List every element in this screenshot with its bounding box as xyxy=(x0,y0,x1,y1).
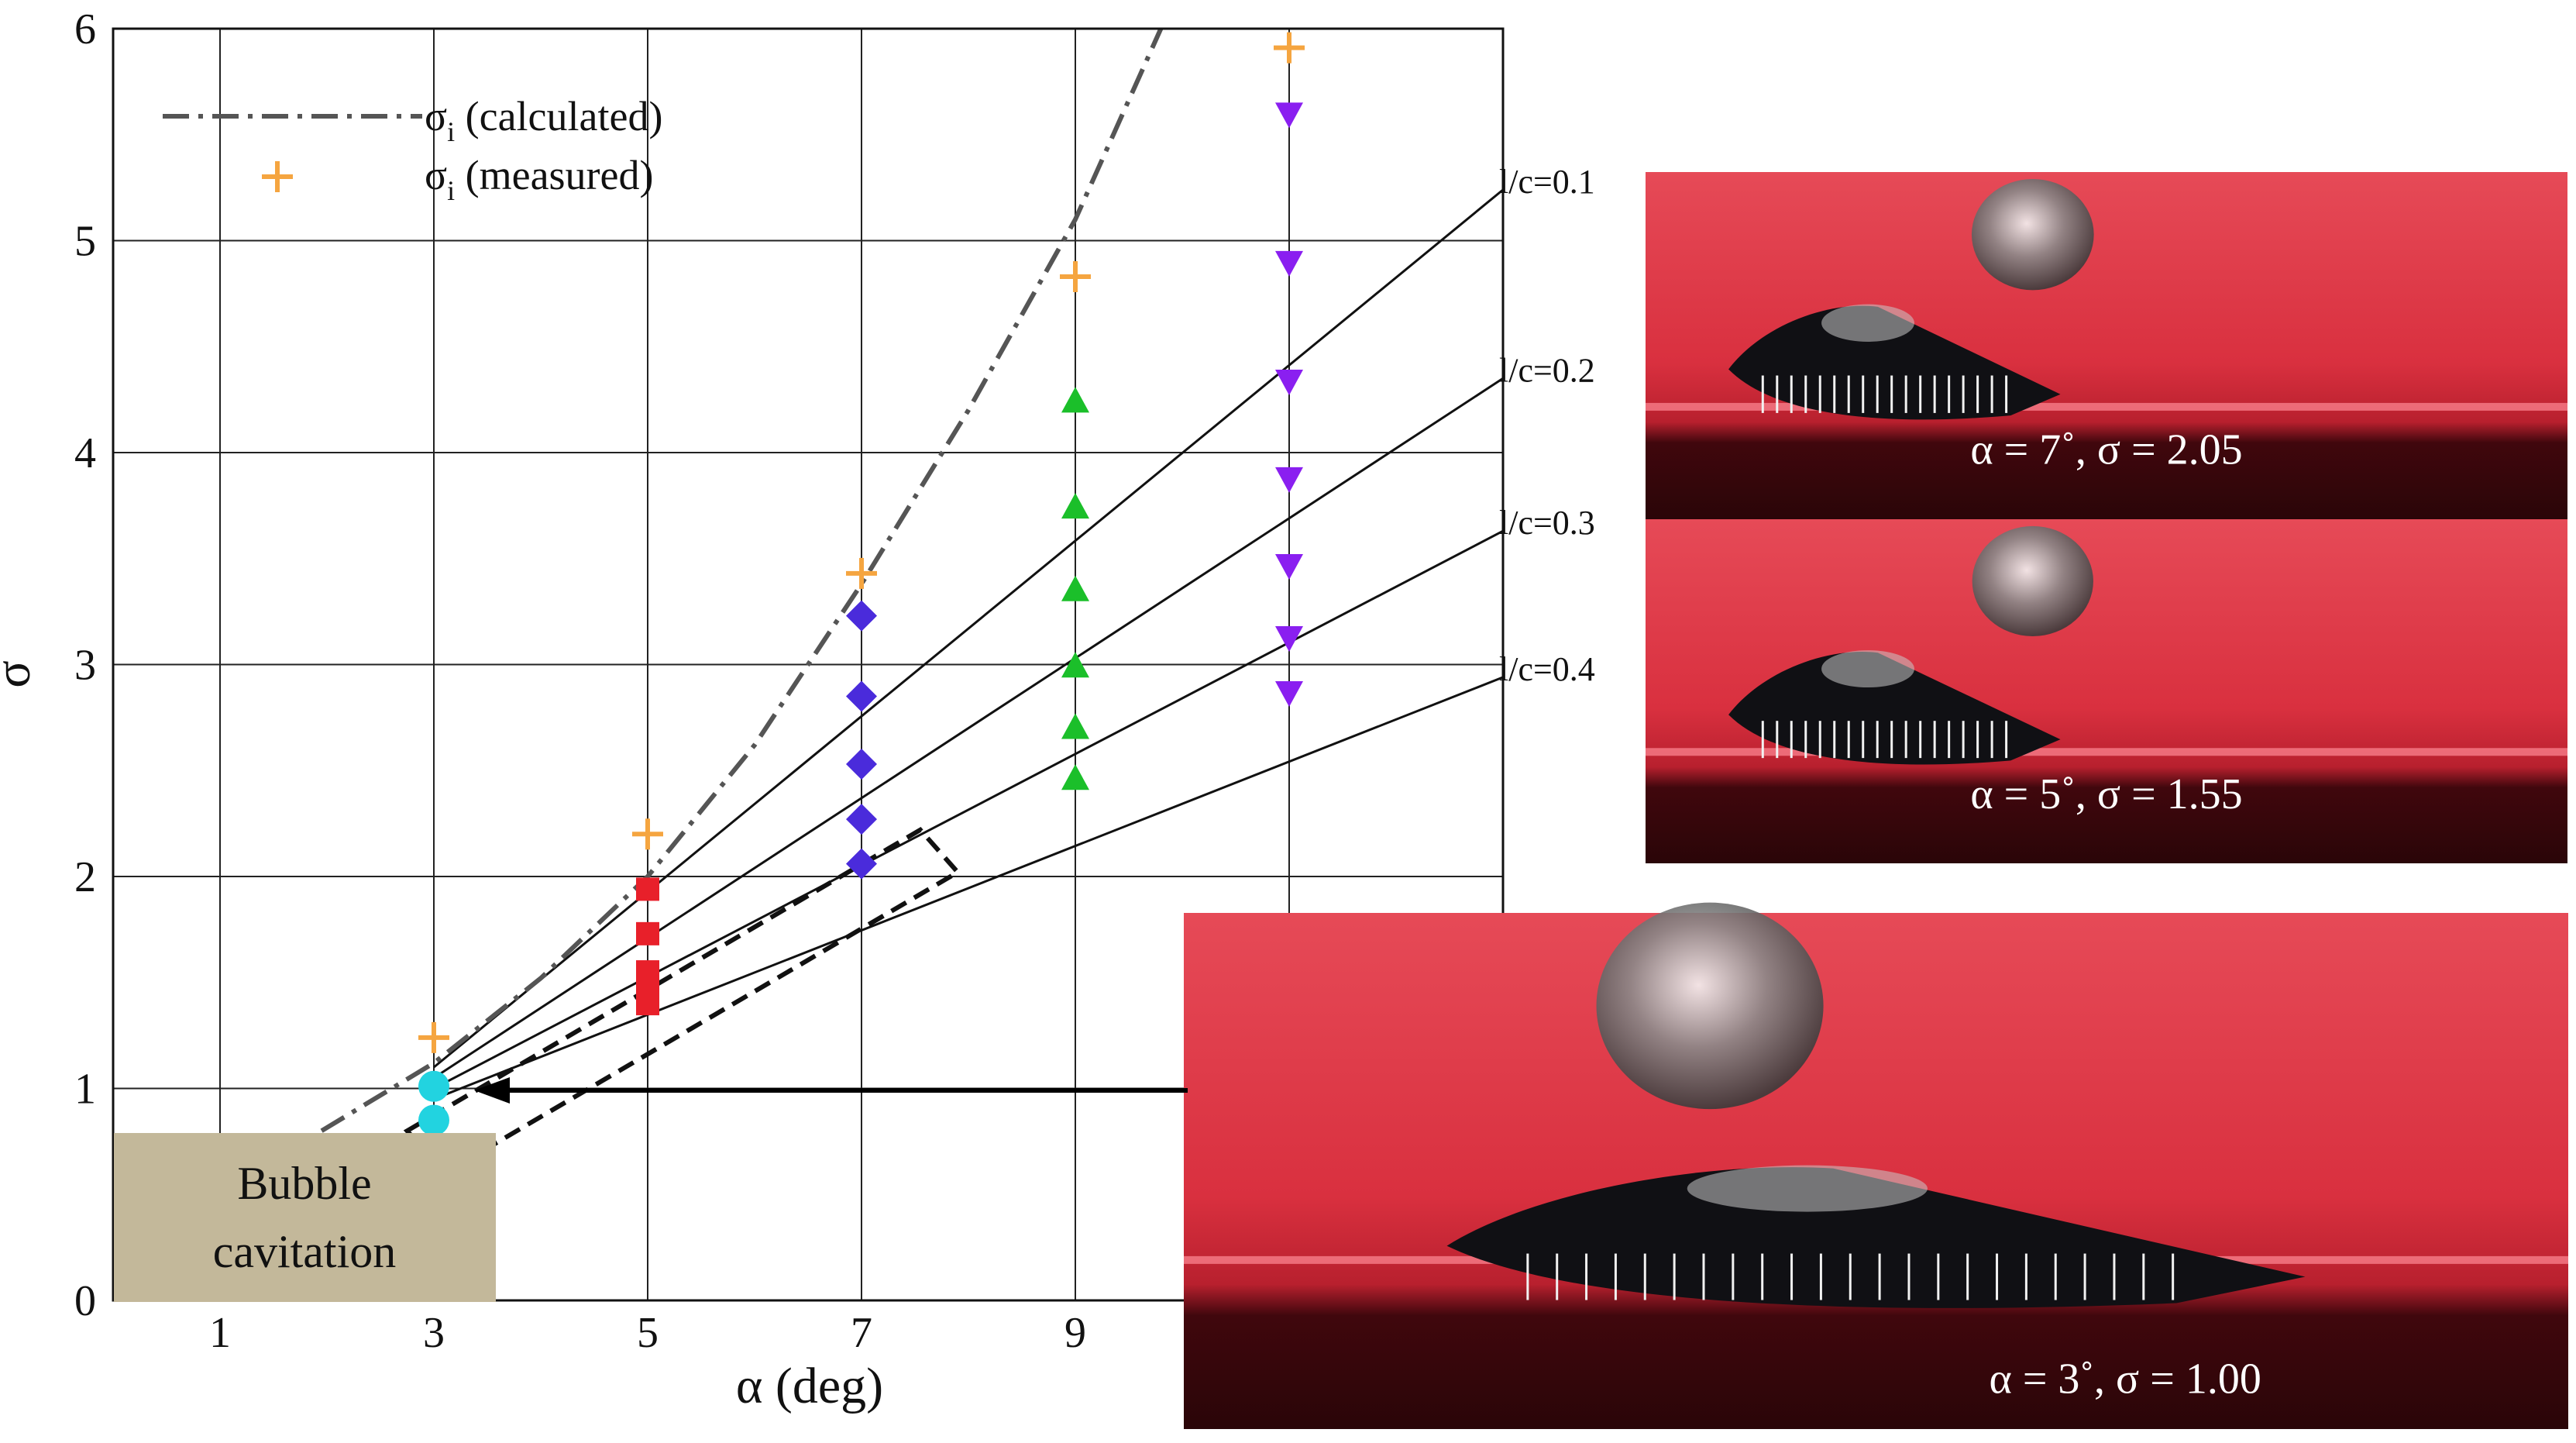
cavitation-cloud xyxy=(1687,1165,1928,1212)
data-point-triangle-down xyxy=(1275,553,1303,580)
y-tick-label: 1 xyxy=(74,1066,96,1114)
photo-panels: α = 7˚, σ = 2.05 α = 5˚, σ = 1.55 α = 3˚, … xyxy=(1184,172,2568,1429)
data-markers xyxy=(418,32,1305,1136)
photo-caption: α = 5˚, σ = 1.55 xyxy=(1970,770,2242,818)
photo-caption: α = 3˚, σ = 1.00 xyxy=(1989,1355,2261,1403)
reference-line-label: l/c=0.3 xyxy=(1499,504,1595,542)
x-tick-label: 3 xyxy=(423,1309,445,1357)
photo-panel: α = 3˚, σ = 1.00 xyxy=(1184,902,2568,1429)
calculated-curve xyxy=(320,27,1164,1133)
measured-point xyxy=(1060,260,1091,292)
data-point-diamond xyxy=(846,680,877,712)
data-point-square xyxy=(636,877,659,901)
data-point-square xyxy=(636,992,659,1016)
measured-point xyxy=(632,818,663,850)
photo-caption: α = 7˚, σ = 2.05 xyxy=(1970,425,2242,474)
data-point-triangle-up xyxy=(1061,387,1089,413)
x-tick-label: 7 xyxy=(851,1309,872,1357)
data-point-diamond xyxy=(846,600,877,632)
x-axis-label: α (deg) xyxy=(736,1358,883,1414)
y-tick-label: 3 xyxy=(74,642,96,690)
dome xyxy=(1971,178,2094,291)
legend-label: σi (calculated) xyxy=(425,93,662,147)
y-axis-label: σ xyxy=(0,660,41,688)
data-point-triangle-down xyxy=(1275,370,1303,396)
legend-measured-swatch xyxy=(262,161,293,192)
plot-frame xyxy=(112,27,1505,1302)
data-point-triangle-down xyxy=(1275,625,1303,652)
data-point-triangle-down xyxy=(1275,681,1303,708)
y-tick-label: 2 xyxy=(74,853,96,901)
waterline-reflection xyxy=(1646,748,2567,756)
measured-point xyxy=(418,1021,449,1053)
waterline-reflection xyxy=(1646,402,2567,411)
reference-line-labels: l/c=0.1 l/c=0.2 l/c=0.3 l/c=0.4 xyxy=(1499,163,1595,688)
tick-labels: 1 3 5 7 9 0 1 2 3 4 5 6 xyxy=(74,5,1086,1357)
data-point-triangle-up xyxy=(1061,493,1089,519)
x-tick-label: 5 xyxy=(637,1309,659,1357)
reference-lines xyxy=(433,188,1504,1100)
axes xyxy=(112,27,1505,1302)
data-point-triangle-up xyxy=(1061,652,1089,678)
legend-label: σi (measured) xyxy=(425,152,654,206)
cavitation-cloud xyxy=(1821,650,1915,688)
data-point-circle xyxy=(418,1070,449,1102)
measured-point xyxy=(846,557,877,589)
calculated-sigma-line xyxy=(320,27,1164,1133)
data-point-diamond xyxy=(846,804,877,835)
legend: σi (calculated)σi (measured) xyxy=(163,93,662,206)
data-point-square xyxy=(636,921,659,945)
reference-line xyxy=(433,188,1504,1069)
data-point-diamond xyxy=(846,749,877,780)
reference-line-label: l/c=0.2 xyxy=(1499,351,1595,389)
reference-line xyxy=(433,377,1504,1080)
photo-panel: α = 7˚, σ = 2.05 xyxy=(1646,172,2567,519)
bubble-cavitation-annotation: Bubble cavitation xyxy=(114,1133,496,1302)
grid xyxy=(113,28,1503,1301)
y-tick-label: 6 xyxy=(74,5,96,53)
reference-line-label: l/c=0.1 xyxy=(1499,163,1595,201)
y-tick-label: 5 xyxy=(74,218,96,266)
data-point-triangle-up xyxy=(1061,713,1089,739)
y-tick-label: 0 xyxy=(74,1277,96,1325)
reference-line-label: l/c=0.4 xyxy=(1499,650,1595,688)
x-tick-label: 9 xyxy=(1064,1309,1086,1357)
data-point-triangle-down xyxy=(1275,102,1303,129)
hydrofoil xyxy=(1446,1167,2306,1308)
reference-line xyxy=(433,676,1504,1100)
annotation-line-1: Bubble xyxy=(237,1158,371,1209)
annotation-line-2: cavitation xyxy=(213,1226,397,1277)
dome xyxy=(1596,902,1824,1110)
photo-panel: α = 5˚, σ = 1.55 xyxy=(1646,519,2567,863)
dome xyxy=(1972,525,2093,636)
reference-line xyxy=(433,529,1504,1090)
data-point-triangle-down xyxy=(1275,467,1303,493)
data-point-triangle-up xyxy=(1061,575,1089,601)
x-tick-label: 1 xyxy=(209,1309,231,1357)
data-point-triangle-up xyxy=(1061,764,1089,790)
data-point-triangle-down xyxy=(1275,250,1303,277)
pointer-arrow xyxy=(474,1077,1188,1104)
y-tick-label: 4 xyxy=(74,429,96,477)
data-point-diamond xyxy=(846,848,877,880)
measured-point xyxy=(1274,32,1305,64)
cavitation-cloud xyxy=(1821,304,1915,342)
data-point-circle xyxy=(418,1104,449,1136)
